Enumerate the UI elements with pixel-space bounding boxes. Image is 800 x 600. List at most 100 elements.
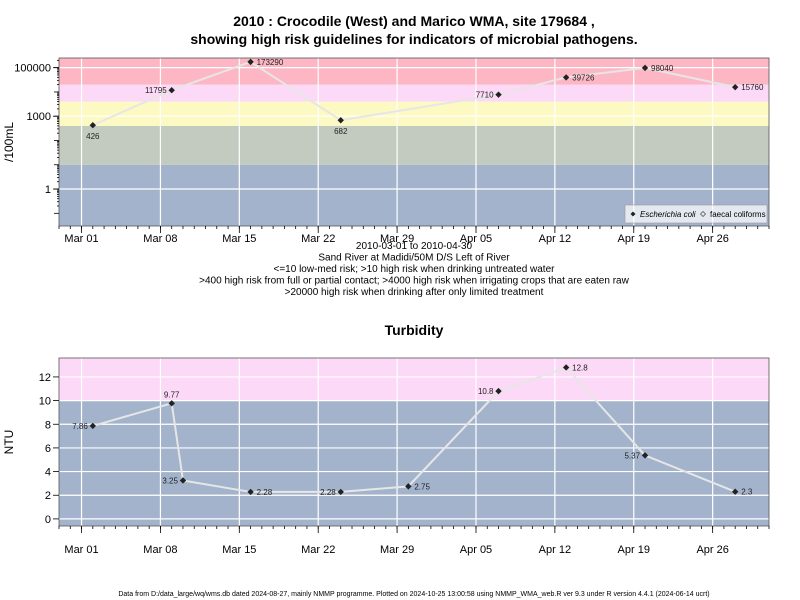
x-tick-label: Mar 01 xyxy=(64,233,98,245)
data-point xyxy=(641,64,649,72)
x-tick-label: Mar 15 xyxy=(222,233,256,245)
y-tick-label: 100000 xyxy=(14,63,51,75)
y-axis-label: NTU xyxy=(2,430,16,455)
data-label: 15760 xyxy=(741,83,764,92)
data-point xyxy=(731,488,739,495)
risk-band-5 xyxy=(59,58,769,85)
chart-title: Turbidity xyxy=(385,322,444,338)
x-tick-label: Apr 26 xyxy=(696,544,728,556)
caption-line: <=10 low-med risk; >10 high risk when dr… xyxy=(274,264,556,275)
y-tick-label: 10 xyxy=(39,396,51,408)
caption-line: 2010-03-01 to 2010-04-30 xyxy=(356,241,473,252)
data-point xyxy=(247,488,254,496)
data-label: 173290 xyxy=(257,58,284,67)
y-tick-label: 6 xyxy=(45,443,51,455)
data-label: 2.75 xyxy=(414,482,430,491)
legend-marker xyxy=(630,211,636,217)
legend-entry: faecal coliforms xyxy=(710,210,766,219)
x-tick-label: Mar 29 xyxy=(380,233,414,245)
x-tick-label: Apr 19 xyxy=(618,544,650,556)
chart-subtitle: showing high risk guidelines for indicat… xyxy=(190,31,637,47)
risk-band-2 xyxy=(59,125,769,165)
legend-box xyxy=(624,204,768,224)
x-tick-label: Mar 15 xyxy=(222,544,256,556)
data-point xyxy=(89,422,97,430)
data-point xyxy=(168,86,175,94)
x-tick-label: Mar 08 xyxy=(143,233,177,245)
x-axis-ticks xyxy=(58,226,770,233)
data-label: 2.28 xyxy=(320,488,336,497)
data-label: 11795 xyxy=(145,86,167,95)
caption-line: >400 high risk from full or partial cont… xyxy=(199,276,629,287)
x-tick-label: Apr 19 xyxy=(618,233,650,245)
data-label: 98040 xyxy=(651,64,674,73)
plot-frame xyxy=(58,57,770,227)
x-tick-label: Mar 08 xyxy=(143,544,177,556)
data-point xyxy=(495,91,502,98)
data-label: 5.37 xyxy=(624,451,640,460)
data-label: 2.3 xyxy=(741,488,753,497)
x-tick-label: Mar 22 xyxy=(301,544,335,556)
y-axis-ticks xyxy=(53,376,59,520)
risk-band-2 xyxy=(59,358,769,401)
caption-line: Sand River at Madidi/50M D/S Left of Riv… xyxy=(318,253,510,264)
data-label: 12.8 xyxy=(572,363,588,372)
gridlines xyxy=(59,58,769,226)
series-1: 7.86 9.77 3.25 2.28 2.28 2.75 10.8 12.8 5.37 2.3 xyxy=(72,363,753,496)
x-tick-label: Mar 29 xyxy=(380,544,414,556)
x-tick-label: Apr 26 xyxy=(696,233,728,245)
data-point xyxy=(562,364,570,371)
chart-panel-1: 2010 : Crocodile (West) and Marico WMA, … xyxy=(2,13,770,298)
data-label: 10.8 xyxy=(478,387,494,396)
data-point xyxy=(89,122,97,129)
risk-band-1 xyxy=(59,400,769,526)
chart-panel-2: Turbidity Mar 01 Mar 08 Mar 15 Mar 22 Mar 29 A… xyxy=(2,322,770,556)
y-axis-ticks xyxy=(53,59,59,214)
data-label: 426 xyxy=(86,132,100,141)
x-tick-label: Apr 12 xyxy=(539,233,571,245)
risk-bands xyxy=(59,58,769,226)
risk-bands xyxy=(59,358,769,526)
legend-entry: Escherichia coli xyxy=(640,210,696,219)
data-label: 682 xyxy=(334,127,348,136)
caption-line: >20000 high risk when drinking after onl… xyxy=(285,287,544,298)
data-label: 7710 xyxy=(476,91,494,100)
data-point xyxy=(405,483,412,490)
data-point xyxy=(247,58,254,66)
data-point xyxy=(179,477,187,484)
x-tick-label: Apr 05 xyxy=(460,233,492,245)
data-point xyxy=(337,117,344,124)
series-line xyxy=(92,366,736,493)
y-tick-label: 8 xyxy=(45,419,51,431)
series-line xyxy=(92,60,736,127)
plot-frame xyxy=(58,357,770,527)
data-point xyxy=(641,452,649,459)
gridlines xyxy=(59,358,769,526)
data-label: 7.86 xyxy=(72,422,88,431)
y-tick-label: 12 xyxy=(39,372,51,384)
data-point xyxy=(168,400,175,407)
x-tick-label: Apr 05 xyxy=(460,544,492,556)
legend-marker xyxy=(700,211,706,217)
data-label: 3.25 xyxy=(162,476,178,485)
y-tick-label: 1000 xyxy=(27,111,51,123)
data-point xyxy=(495,387,502,395)
footer-note: Data from D:/data_large/wq/wms.db dated … xyxy=(118,591,709,598)
x-tick-label: Mar 01 xyxy=(64,544,98,556)
risk-band-3 xyxy=(59,101,769,126)
data-point xyxy=(337,488,344,496)
data-point xyxy=(731,83,739,91)
data-label: 39726 xyxy=(572,73,595,82)
data-label: 2.28 xyxy=(257,488,273,497)
y-tick-label: 4 xyxy=(45,467,51,479)
y-tick-label: 0 xyxy=(45,514,51,526)
x-axis-ticks xyxy=(58,526,770,533)
series-1: 426 11795 173290 682 7710 39726 98040 15760 xyxy=(86,58,764,141)
data-point xyxy=(562,74,570,81)
data-label: 9.77 xyxy=(164,390,180,399)
y-axis-label: /100mL xyxy=(2,122,16,162)
legend: Escherichia coli faecal coliforms xyxy=(624,204,768,224)
y-tick-label: 1 xyxy=(45,184,51,196)
y-tick-label: 2 xyxy=(45,490,51,502)
